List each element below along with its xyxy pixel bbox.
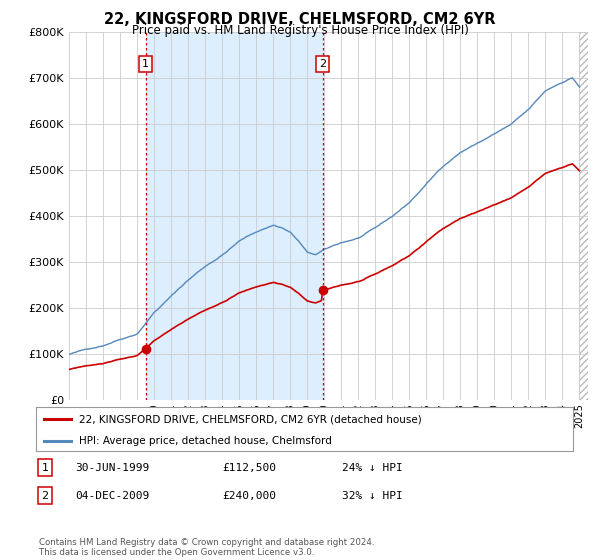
Text: 32% ↓ HPI: 32% ↓ HPI — [342, 491, 403, 501]
Text: 1: 1 — [41, 463, 49, 473]
Text: HPI: Average price, detached house, Chelmsford: HPI: Average price, detached house, Chel… — [79, 436, 332, 446]
Text: 24% ↓ HPI: 24% ↓ HPI — [342, 463, 403, 473]
Text: £112,500: £112,500 — [222, 463, 276, 473]
Text: 04-DEC-2009: 04-DEC-2009 — [75, 491, 149, 501]
Text: 1: 1 — [142, 59, 149, 69]
Text: 30-JUN-1999: 30-JUN-1999 — [75, 463, 149, 473]
Text: Contains HM Land Registry data © Crown copyright and database right 2024.
This d: Contains HM Land Registry data © Crown c… — [39, 538, 374, 557]
Text: Price paid vs. HM Land Registry's House Price Index (HPI): Price paid vs. HM Land Registry's House … — [131, 24, 469, 37]
Text: £240,000: £240,000 — [222, 491, 276, 501]
Text: 2: 2 — [41, 491, 49, 501]
Bar — [580, 32, 588, 400]
Text: 22, KINGSFORD DRIVE, CHELMSFORD, CM2 6YR (detached house): 22, KINGSFORD DRIVE, CHELMSFORD, CM2 6YR… — [79, 414, 422, 424]
Text: 22, KINGSFORD DRIVE, CHELMSFORD, CM2 6YR: 22, KINGSFORD DRIVE, CHELMSFORD, CM2 6YR — [104, 12, 496, 27]
Text: 2: 2 — [319, 59, 326, 69]
Bar — [146, 32, 323, 400]
